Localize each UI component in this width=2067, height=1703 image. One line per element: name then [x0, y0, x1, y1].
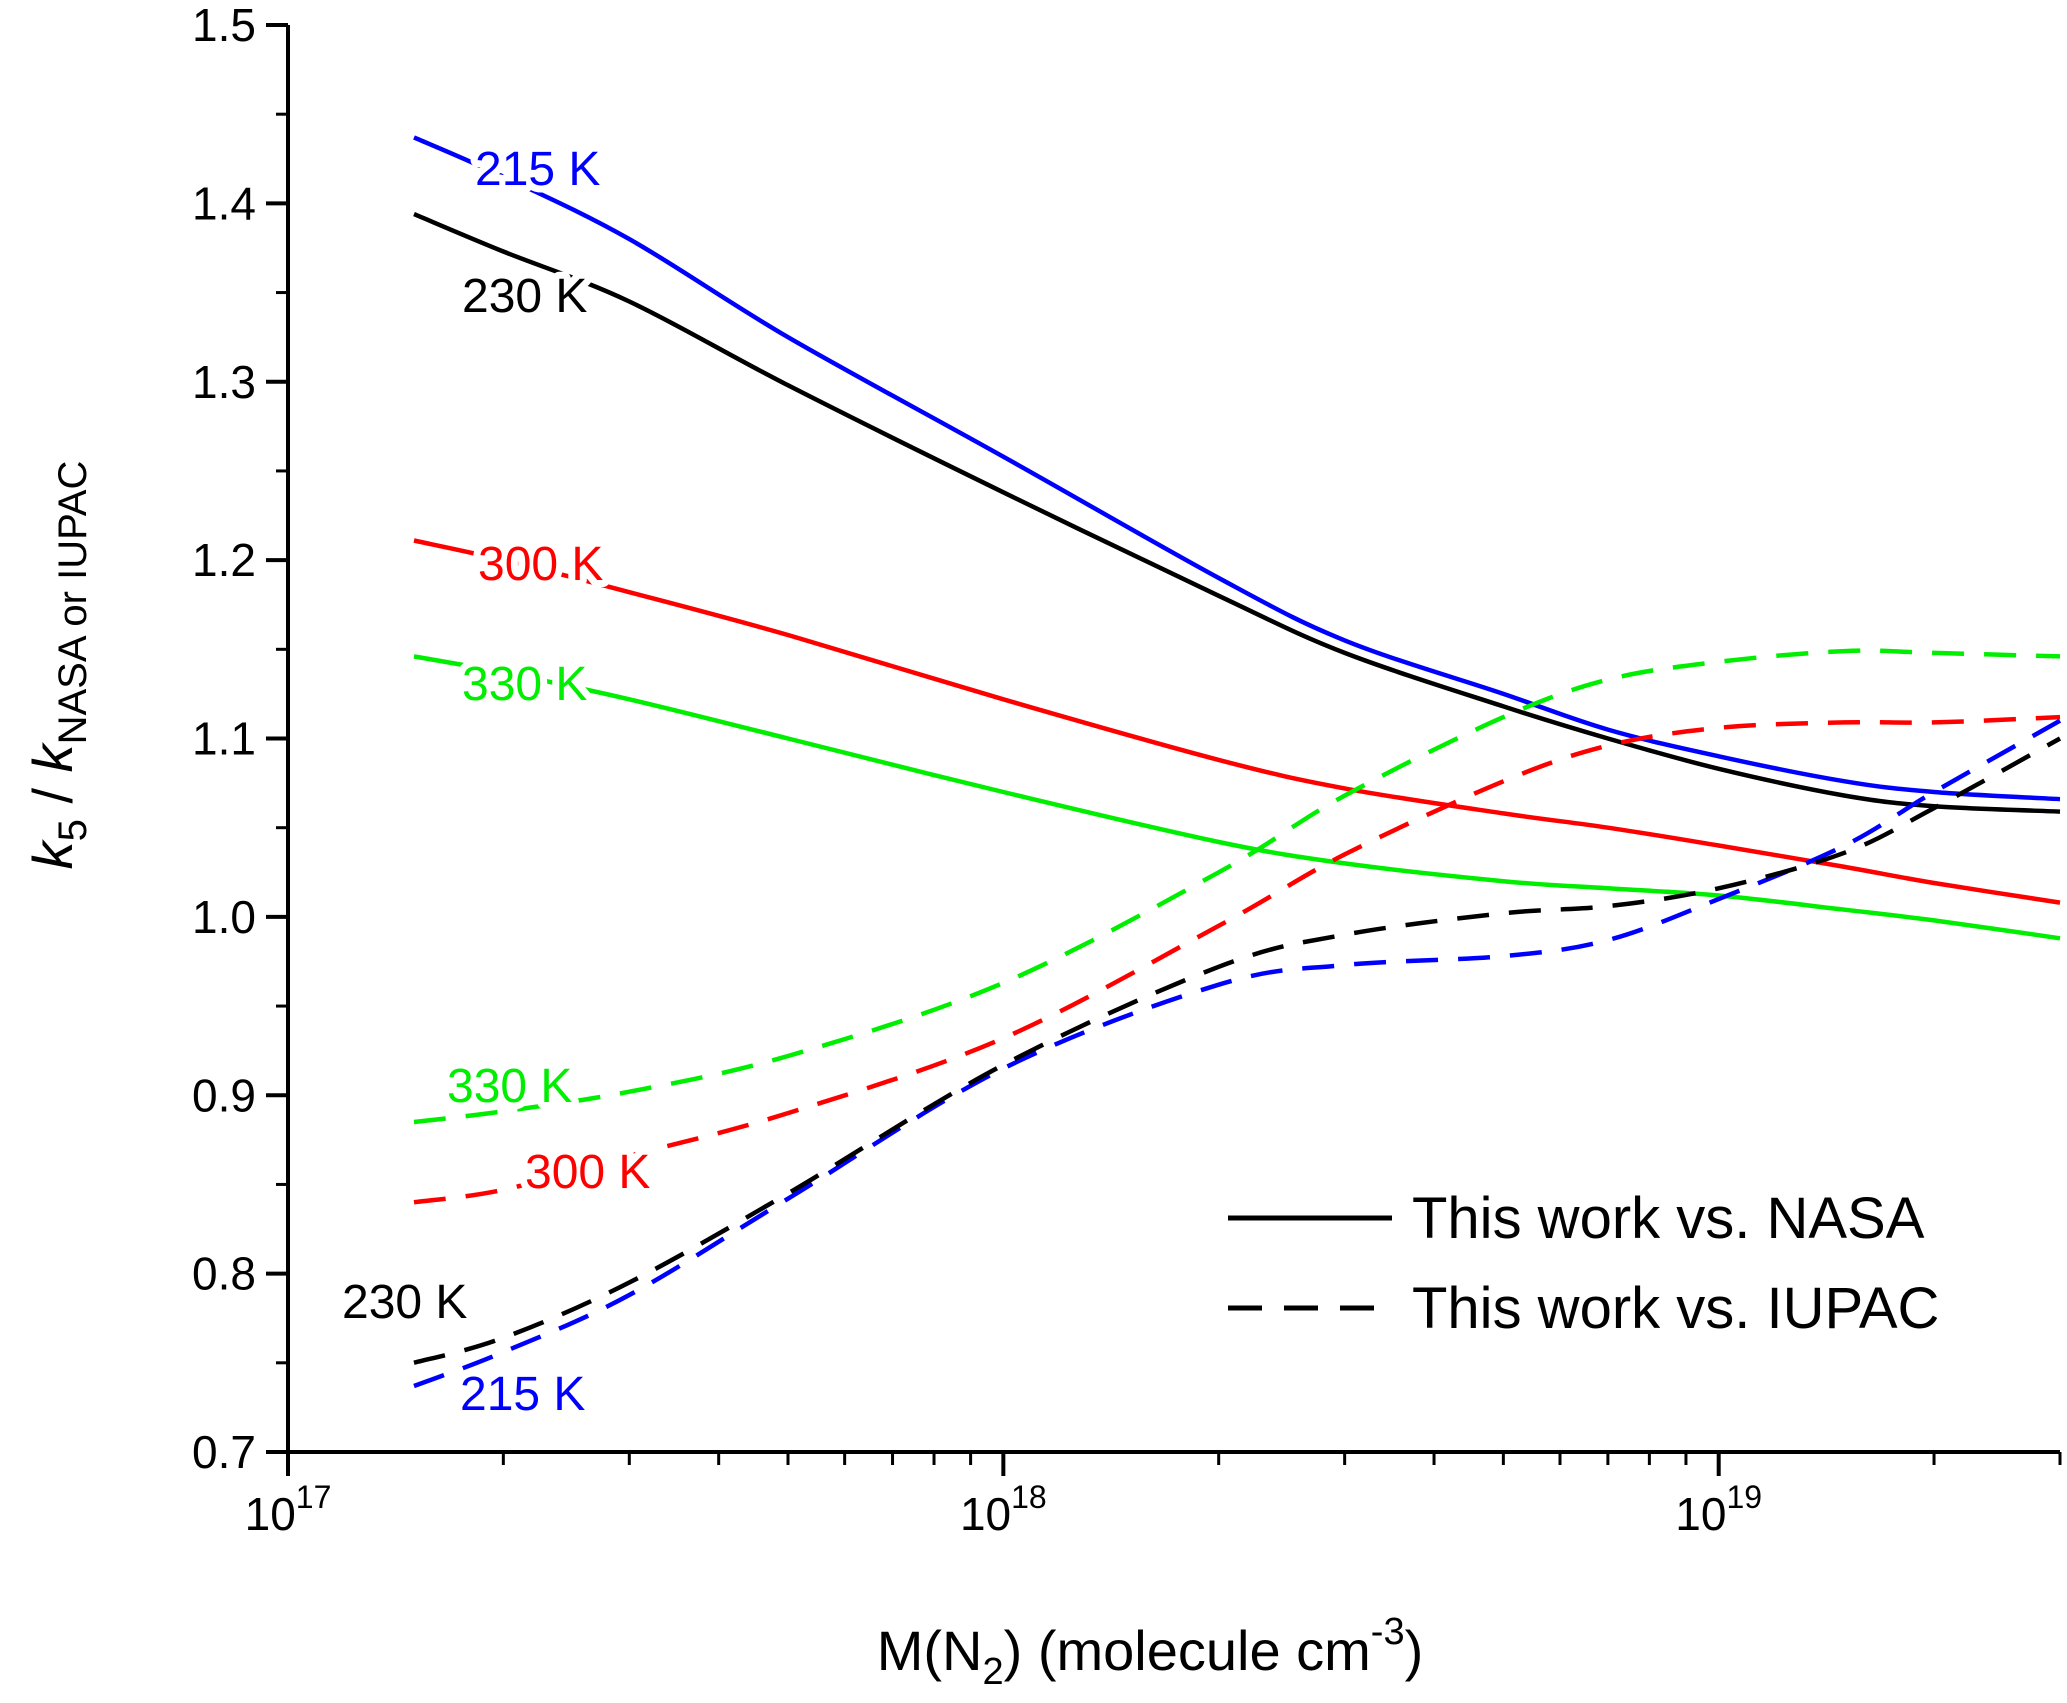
y-title-sub1: 5: [51, 819, 95, 841]
curve-330k-iupac: [413, 648, 2061, 1125]
curve-label-330k-iupac: 330 K: [447, 1060, 572, 1113]
curve-label-215k-iupac: 215 K: [460, 1368, 585, 1421]
curves-group: [413, 135, 2062, 1389]
y-title-sep: /: [21, 772, 84, 819]
curve-label-230k-nasa: 230 K: [462, 270, 587, 323]
legend-label-nasa: This work vs. NASA: [1412, 1186, 1925, 1251]
y-axis-title: k5 / kNASA or IUPAC: [21, 461, 95, 870]
x-title-mid: ) (molecule cm: [1004, 1619, 1371, 1682]
curve-labels-group: 215 K 230 K 300 K 330 K 215 K 230 K 300 K 330 K: [335, 136, 657, 1428]
x-title-sup: -3: [1371, 1611, 1405, 1653]
x-title-sub: 2: [982, 1651, 1003, 1693]
curve-215k-iupac: [413, 718, 2062, 1389]
x-tick-label: 1017: [245, 1479, 332, 1540]
y-tick-label: 1.5: [192, 0, 256, 51]
curve-label-300k-iupac: 300 K: [525, 1146, 650, 1199]
curve-300k-iupac: [413, 714, 2061, 1205]
x-title-base: M(N: [877, 1619, 983, 1682]
curve-label-330k-nasa: 330 K: [462, 658, 587, 711]
ticks-group: 0.7 0.8 0.9 1.0 1.1 1.2 1.3 1.4 1.5 1017 1018 1019: [192, 0, 2062, 1540]
y-title-k1: k: [21, 838, 84, 869]
curve-label-230k-iupac: 230 K: [342, 1276, 467, 1329]
y-tick-label: 1.4: [192, 177, 256, 229]
y-tick-label: 1.0: [192, 891, 256, 943]
x-tick-label: 1018: [960, 1479, 1047, 1540]
legend: This work vs. NASA This work vs. IUPAC: [1228, 1186, 1939, 1341]
curve-215k-nasa: [413, 135, 2061, 802]
y-tick-label: 1.3: [192, 356, 256, 408]
y-tick-label: 1.2: [192, 534, 256, 586]
x-tick-label: 1019: [1675, 1479, 1762, 1540]
curve-230k-nasa: [413, 212, 2061, 814]
curve-300k-nasa: [413, 538, 2061, 905]
y-tick-label: 1.1: [192, 713, 256, 765]
y-tick-label: 0.9: [192, 1069, 256, 1121]
x-axis-title: M(N2) (molecule cm-3): [877, 1611, 1424, 1693]
curve-label-215k-nasa: 215 K: [475, 143, 600, 196]
legend-label-iupac: This work vs. IUPAC: [1412, 1276, 1939, 1341]
y-title-k2: k: [21, 741, 84, 772]
y-title-sub2: NASA or IUPAC: [51, 461, 95, 745]
x-title-end: ): [1405, 1619, 1424, 1682]
curve-label-300k-nasa: 300 K: [478, 538, 603, 591]
curve-330k-nasa: [413, 654, 2061, 941]
curve-230k-iupac: [413, 736, 2062, 1365]
y-tick-label: 0.7: [192, 1426, 256, 1478]
y-tick-label: 0.8: [192, 1248, 256, 1300]
